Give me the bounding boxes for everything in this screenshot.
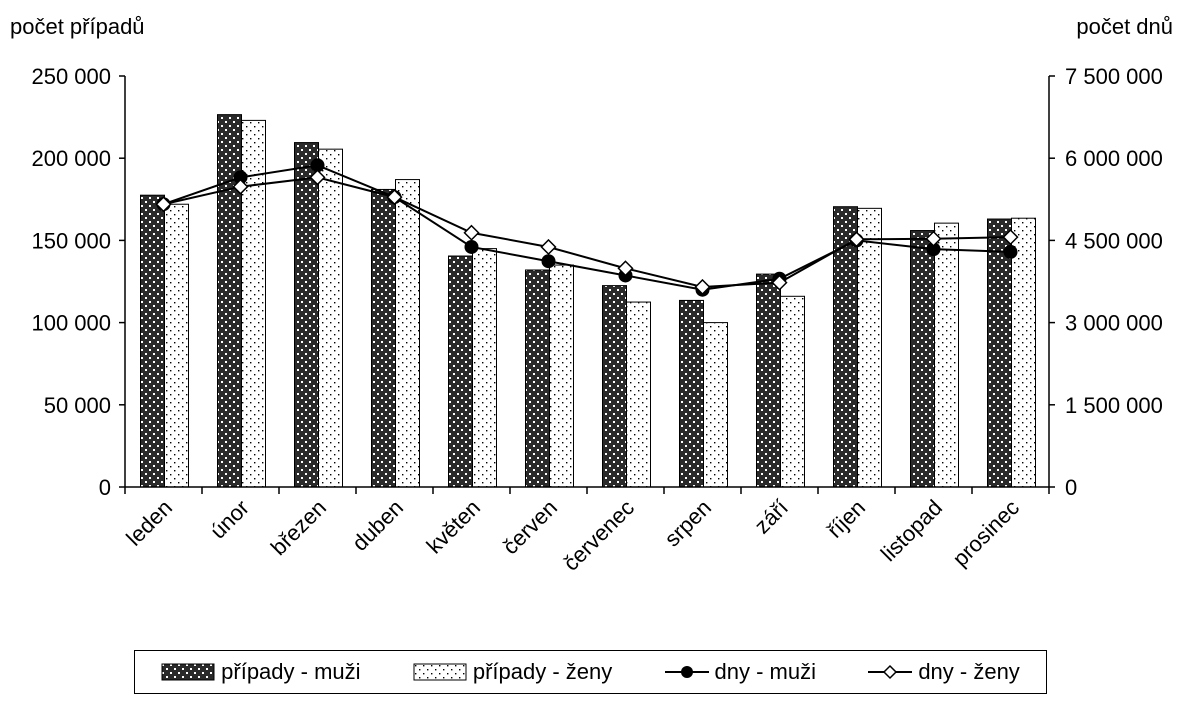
x-tick-label: červen [498, 495, 562, 559]
legend-swatch-dark-dots [161, 663, 215, 681]
bar-pripady-muzi [833, 206, 858, 488]
legend-label: dny - ženy [918, 659, 1020, 684]
bar-pripady-muzi [602, 285, 627, 488]
bar-pripady-zeny [703, 322, 728, 488]
point-dny-zeny [925, 230, 942, 247]
y-right-tick-label: 4 500 000 [1065, 228, 1163, 253]
legend-item-pripady-muzi: případy - muži [161, 659, 361, 685]
legend: případy - muži případy - ženy dny - muži… [134, 650, 1047, 694]
y-left-tick-label: 0 [99, 475, 111, 500]
legend-item-dny-zeny: dny - ženy [868, 659, 1020, 685]
legend-marker-filled-circle [664, 666, 709, 678]
y-right-tick-label: 7 500 000 [1065, 64, 1163, 89]
x-tick-label: červenec [558, 495, 639, 576]
point-dny-muzi [464, 239, 479, 254]
legend-item-pripady-zeny: případy - ženy [413, 659, 612, 685]
bar-pripady-zeny [395, 179, 420, 488]
y-right-tick-label: 6 000 000 [1065, 146, 1163, 171]
point-dny-zeny [540, 238, 557, 256]
bar-pripady-zeny [934, 222, 959, 488]
y-left-tick-label: 200 000 [31, 146, 111, 171]
line-dny-zeny [163, 176, 1011, 288]
bar-pripady-zeny [549, 264, 574, 488]
y-left-tick-label: 50 000 [44, 393, 111, 418]
x-tick-label: duben [347, 495, 408, 556]
point-dny-muzi [1003, 244, 1018, 259]
y-left-tick-label: 250 000 [31, 64, 111, 89]
line-dny-muzi [163, 164, 1011, 291]
x-tick-label: leden [121, 495, 177, 551]
bar-pripady-muzi [448, 255, 473, 488]
bar-pripady-muzi [756, 273, 781, 488]
x-tick-label: září [749, 495, 793, 539]
legend-item-dny-muzi: dny - muži [664, 659, 817, 685]
point-dny-muzi [926, 242, 941, 257]
x-tick-label: říjen [822, 495, 870, 543]
bar-pripady-muzi [987, 218, 1012, 488]
bar-pripady-zeny [626, 301, 651, 488]
bar-pripady-muzi [525, 269, 550, 488]
point-dny-zeny [694, 278, 711, 296]
y-axis-left-label: počet případů [10, 14, 145, 39]
point-dny-zeny [617, 260, 634, 277]
bar-pripady-zeny [472, 248, 497, 488]
bar-pripady-muzi [140, 194, 165, 488]
x-tick-label: březen [266, 495, 331, 560]
axes: 0 50 000 100 000 150 000 200 000 250 000 0 1 50… [31, 64, 1162, 500]
y-right-tick-label: 1 500 000 [1065, 393, 1163, 418]
bar-group [140, 114, 1036, 488]
x-tick-labels: leden únor březen duben květen červenčervenec… [121, 495, 1024, 576]
bar-pripady-muzi [294, 142, 319, 488]
point-dny-zeny [1002, 229, 1019, 246]
legend-marker-open-diamond [868, 664, 913, 680]
point-dny-muzi [233, 170, 248, 185]
point-dny-zeny [463, 224, 480, 241]
bar-pripady-zeny [857, 207, 882, 488]
bar-pripady-muzi [217, 114, 242, 488]
point-dny-zeny [771, 274, 788, 291]
bar-pripady-zeny [1011, 217, 1036, 488]
legend-label: případy - ženy [472, 659, 613, 684]
x-tick-label: listopad [876, 495, 947, 566]
y-left-tick-label: 150 000 [31, 228, 111, 253]
point-dny-zeny [155, 196, 172, 213]
bar-pripady-zeny [318, 148, 343, 488]
y-left-tick-label: 100 000 [31, 311, 111, 336]
legend-label: případy - muži [221, 659, 361, 684]
bar-pripady-zeny [780, 295, 805, 488]
x-tick-label: prosinec [948, 495, 1024, 571]
point-dny-zeny [232, 178, 249, 195]
point-dny-zeny [386, 189, 403, 206]
x-tick-label: srpen [659, 495, 716, 552]
point-dny-zeny [848, 231, 865, 248]
y-right-tick-label: 3 000 000 [1065, 311, 1163, 336]
x-tick-label: květen [422, 495, 486, 559]
bar-pripady-zeny [164, 203, 189, 488]
bar-pripady-muzi [679, 299, 704, 488]
point-dny-zeny [309, 169, 326, 186]
legend-label: dny - muži [714, 659, 817, 684]
x-tick-label: únor [205, 495, 254, 544]
bar-pripady-muzi [371, 188, 396, 488]
legend-swatch-light-dots [413, 663, 467, 681]
point-dny-muzi [310, 158, 325, 173]
y-right-tick-label: 0 [1065, 475, 1077, 500]
bar-pripady-muzi [910, 230, 935, 488]
point-dny-muzi [541, 254, 556, 269]
y-axis-right-label: počet dnů [1076, 14, 1173, 39]
line-group [155, 158, 1019, 297]
